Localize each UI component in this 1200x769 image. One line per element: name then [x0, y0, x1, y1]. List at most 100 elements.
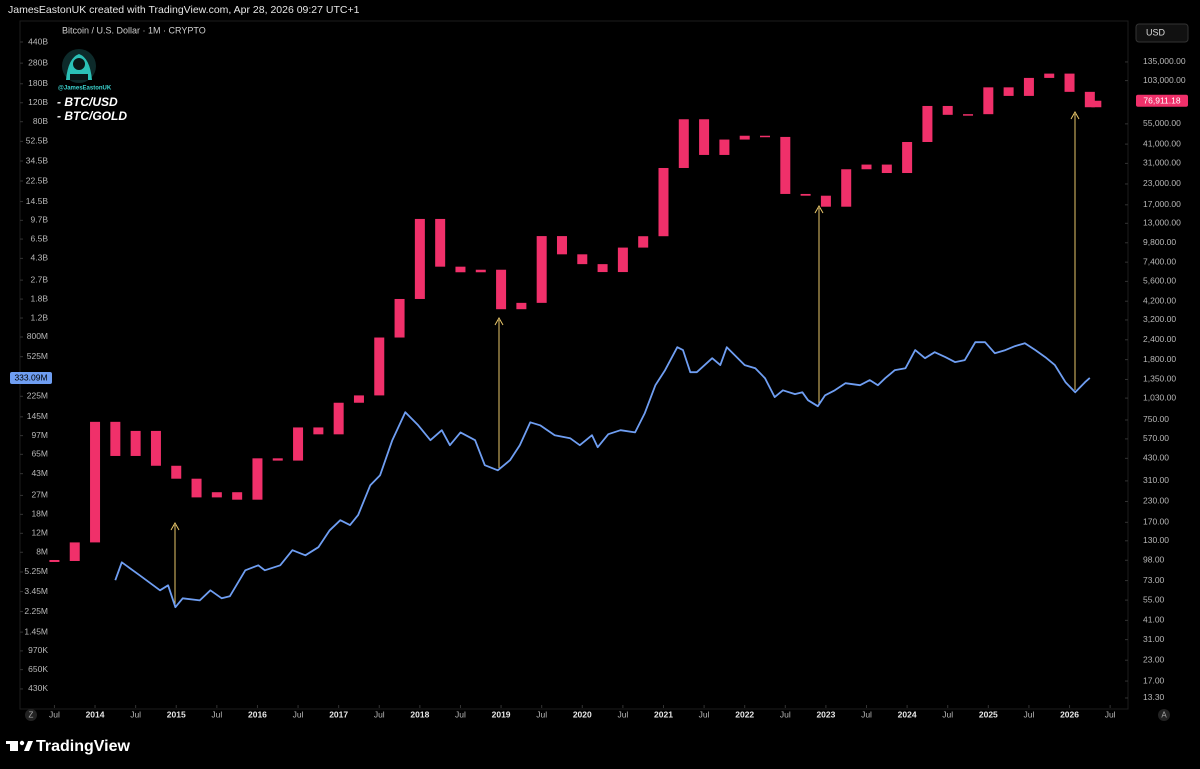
candle-body: [69, 542, 80, 561]
candles: [49, 73, 1102, 562]
y-tick-label: 2.7B: [31, 274, 49, 284]
x-tick-label: 2022: [735, 709, 754, 719]
x-tick-label: 2024: [898, 709, 917, 719]
x-tick-label: 2023: [816, 709, 835, 719]
candle-body: [983, 87, 994, 115]
candle-body: [171, 465, 182, 479]
y-tick-label: 1.8B: [31, 293, 49, 303]
candle-body: [800, 193, 811, 196]
x-tick-label: Jul: [1105, 709, 1116, 719]
x-tick-label: Jul: [374, 709, 385, 719]
y2-tick-label: 55,000.00: [1143, 118, 1181, 128]
y2-tick-label: 3,200.00: [1143, 314, 1176, 324]
x-tick-label: 2017: [329, 709, 348, 719]
y-tick-label: 34.5B: [26, 155, 49, 165]
y-tick-label: 65M: [31, 449, 48, 459]
currency-button[interactable]: [1135, 23, 1189, 43]
x-tick-label: 2026: [1060, 709, 1079, 719]
candle-body: [1044, 73, 1055, 78]
y2-tick-label: 41.00: [1143, 615, 1165, 625]
handle: @JamesEastonUK: [58, 86, 112, 92]
candle-body: [333, 402, 344, 435]
y2-tick-label: 310.00: [1143, 475, 1169, 485]
x-tick-label: Jul: [699, 709, 710, 719]
candle-body: [1084, 91, 1095, 108]
y2-tick-label: 103,000.00: [1143, 75, 1186, 85]
scale-button[interactable]: [25, 709, 37, 721]
x-tick-label: 2019: [492, 709, 511, 719]
x-tick-label: 2018: [410, 709, 429, 719]
candle-body: [496, 269, 507, 310]
candle-body: [1064, 73, 1075, 92]
y-tick-label: 22.5B: [26, 175, 49, 185]
y2-tick-label: 17.00: [1143, 675, 1165, 685]
scale-button-label[interactable]: A: [1161, 711, 1167, 720]
y2-tick-label: 135,000.00: [1143, 56, 1186, 66]
y2-tick-label: 1,800.00: [1143, 354, 1176, 364]
y-tick-label: 52.5B: [26, 136, 49, 146]
y-tick-label: 225M: [27, 391, 48, 401]
candle-body: [394, 298, 405, 338]
candle-body: [1003, 87, 1014, 96]
y2-tick-label: 130.00: [1143, 535, 1169, 545]
y2-tick-label: 31.00: [1143, 634, 1165, 644]
candle-body: [150, 430, 161, 466]
candle-body: [699, 119, 710, 155]
brand: TradingView: [36, 738, 131, 755]
candle-body: [130, 430, 141, 456]
y2-tick-label: 1,350.00: [1143, 374, 1176, 384]
x-tick-label: Jul: [536, 709, 547, 719]
scale-button-label[interactable]: Z: [29, 711, 34, 720]
x-tick-label: 2021: [654, 709, 673, 719]
candle-body: [353, 395, 364, 403]
y-tick-label: 18M: [31, 509, 48, 519]
y-tick-label: 145M: [27, 411, 48, 421]
candle-body: [516, 302, 527, 310]
x-tick-label: Jul: [1023, 709, 1034, 719]
y-tick-label: 525M: [27, 351, 48, 361]
x-tick-label: 2025: [979, 709, 998, 719]
y2-tick-label: 13.30: [1143, 692, 1165, 702]
y-tick-label: 97M: [31, 430, 48, 440]
candle-body: [374, 337, 385, 396]
candle-body: [191, 478, 202, 498]
candle-body: [313, 427, 324, 435]
x-tick-label: Jul: [617, 709, 628, 719]
y2-tick-label: 55.00: [1143, 594, 1165, 604]
y2-tick-label: 5,600.00: [1143, 276, 1176, 286]
scale-button[interactable]: [1158, 709, 1170, 721]
currency-label[interactable]: USD: [1146, 27, 1166, 37]
y2-tick-label: 98.00: [1143, 555, 1165, 565]
candle-body: [719, 139, 730, 155]
candle-body: [414, 218, 425, 299]
scale-buttons: Z A: [25, 709, 1170, 721]
candle-body: [658, 167, 669, 237]
y2-tick-label: 17,000.00: [1143, 199, 1181, 209]
y-tick-label: 5.25M: [24, 566, 48, 576]
y2-tick-label: 750.00: [1143, 414, 1169, 424]
y2-tick-label: 430.00: [1143, 453, 1169, 463]
y-tick-label: 4.3B: [31, 253, 49, 263]
candle-body: [760, 135, 771, 138]
y-tick-label: 280B: [28, 57, 48, 67]
y-tick-label: 2.25M: [24, 606, 48, 616]
candle-body: [293, 427, 304, 461]
candle-body: [1091, 100, 1102, 108]
y2-tick-label: 1,030.00: [1143, 392, 1176, 402]
x-tick-label: Jul: [780, 709, 791, 719]
legend-entry: - BTC/GOLD: [57, 109, 127, 123]
y2-tick-label: 4,200.00: [1143, 295, 1176, 305]
brand-logo: [6, 740, 33, 751]
x-tick-label: Jul: [861, 709, 872, 719]
candle-body: [942, 105, 953, 115]
x-tick-label: Jul: [211, 709, 222, 719]
y-tick-label: 440B: [28, 36, 48, 46]
y-tick-label: 1.45M: [24, 626, 48, 636]
candle-body: [1023, 77, 1034, 96]
candle-body: [881, 164, 892, 174]
y-tick-label: 43M: [31, 468, 48, 478]
x-tick-label: Jul: [49, 709, 60, 719]
y-tick-label: 970K: [28, 645, 48, 655]
